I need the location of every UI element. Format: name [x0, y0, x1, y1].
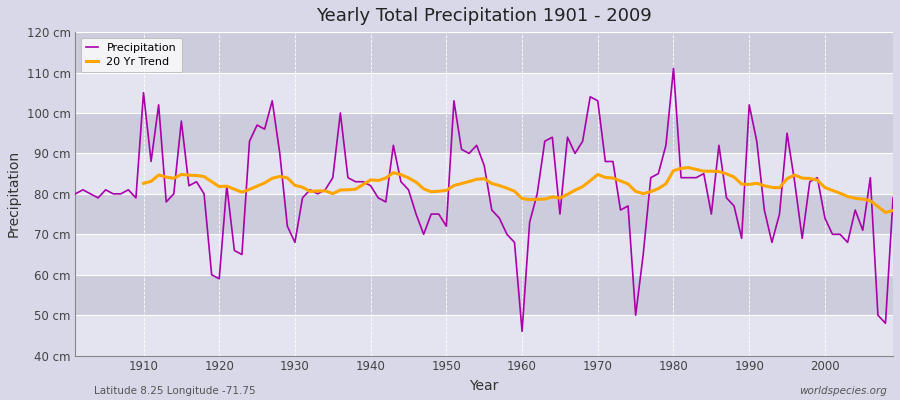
20 Yr Trend	[585, 178, 596, 183]
20 Yr Trend	[524, 197, 535, 202]
Precipitation	[615, 208, 626, 212]
20 Yr Trend	[312, 189, 323, 194]
Precipitation	[887, 196, 898, 200]
Precipitation	[668, 66, 679, 71]
Bar	[76, 234, 893, 275]
20 Yr Trend	[282, 176, 292, 180]
Precipitation	[524, 220, 535, 224]
20 Yr Trend	[834, 191, 845, 196]
Bar	[76, 275, 893, 315]
Precipitation	[70, 192, 81, 196]
Precipitation	[517, 329, 527, 334]
Y-axis label: Precipitation: Precipitation	[7, 150, 21, 238]
Line: 20 Yr Trend: 20 Yr Trend	[143, 168, 893, 212]
20 Yr Trend	[887, 208, 898, 213]
20 Yr Trend	[683, 165, 694, 170]
Bar	[76, 32, 893, 72]
Bar	[76, 72, 893, 113]
Bar	[76, 113, 893, 153]
20 Yr Trend	[880, 210, 891, 215]
Bar	[76, 153, 893, 194]
Precipitation	[297, 196, 308, 200]
Precipitation	[130, 196, 141, 200]
Legend: Precipitation, 20 Yr Trend: Precipitation, 20 Yr Trend	[81, 38, 182, 72]
Bar	[76, 194, 893, 234]
Precipitation	[509, 240, 520, 245]
Bar	[76, 315, 893, 356]
X-axis label: Year: Year	[470, 379, 499, 393]
20 Yr Trend	[138, 181, 148, 186]
Line: Precipitation: Precipitation	[76, 68, 893, 331]
Text: Latitude 8.25 Longitude -71.75: Latitude 8.25 Longitude -71.75	[94, 386, 256, 396]
Text: worldspecies.org: worldspecies.org	[798, 386, 886, 396]
20 Yr Trend	[858, 197, 868, 202]
Precipitation	[343, 175, 354, 180]
Title: Yearly Total Precipitation 1901 - 2009: Yearly Total Precipitation 1901 - 2009	[316, 7, 652, 25]
